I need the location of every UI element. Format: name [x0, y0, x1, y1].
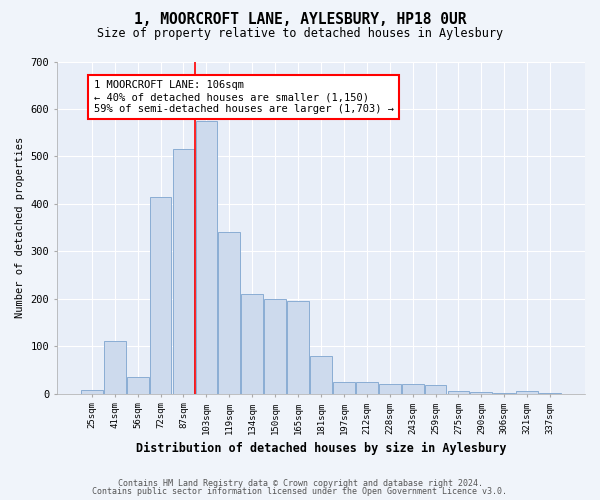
- Bar: [379, 384, 401, 394]
- Bar: [127, 377, 149, 394]
- Text: 1, MOORCROFT LANE, AYLESBURY, HP18 0UR: 1, MOORCROFT LANE, AYLESBURY, HP18 0UR: [134, 12, 466, 28]
- Bar: [402, 384, 424, 394]
- Bar: [196, 121, 217, 394]
- Bar: [425, 385, 446, 394]
- Bar: [264, 299, 286, 394]
- Bar: [517, 392, 538, 394]
- Bar: [104, 342, 125, 394]
- Y-axis label: Number of detached properties: Number of detached properties: [15, 137, 25, 318]
- Bar: [149, 196, 172, 394]
- Bar: [356, 382, 377, 394]
- Text: 1 MOORCROFT LANE: 106sqm
← 40% of detached houses are smaller (1,150)
59% of sem: 1 MOORCROFT LANE: 106sqm ← 40% of detach…: [94, 80, 394, 114]
- Bar: [173, 150, 194, 394]
- Bar: [470, 392, 492, 394]
- Text: Contains HM Land Registry data © Crown copyright and database right 2024.: Contains HM Land Registry data © Crown c…: [118, 478, 482, 488]
- Bar: [448, 392, 469, 394]
- Text: Size of property relative to detached houses in Aylesbury: Size of property relative to detached ho…: [97, 28, 503, 40]
- Text: Contains public sector information licensed under the Open Government Licence v3: Contains public sector information licen…: [92, 487, 508, 496]
- X-axis label: Distribution of detached houses by size in Aylesbury: Distribution of detached houses by size …: [136, 442, 506, 455]
- Bar: [218, 232, 240, 394]
- Bar: [333, 382, 355, 394]
- Bar: [493, 392, 515, 394]
- Bar: [310, 356, 332, 394]
- Bar: [241, 294, 263, 394]
- Bar: [81, 390, 103, 394]
- Bar: [287, 301, 309, 394]
- Bar: [539, 392, 561, 394]
